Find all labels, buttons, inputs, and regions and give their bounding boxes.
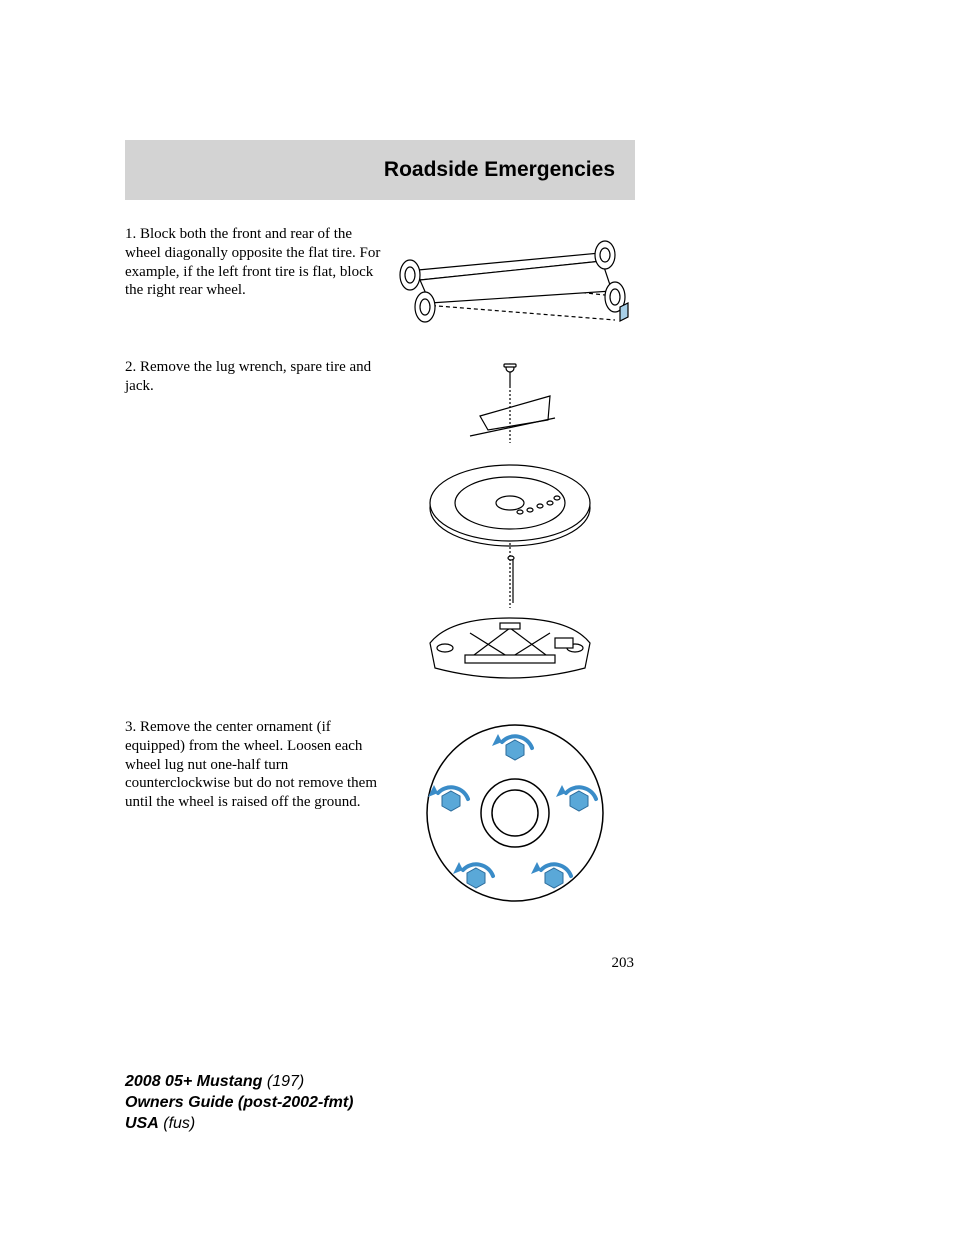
footer-code-2: (fus) [163, 1115, 195, 1132]
page-number: 203 [612, 955, 635, 972]
chassis-diagram [390, 225, 630, 335]
footer-block: 2008 05+ Mustang (197) Owners Guide (pos… [125, 1072, 353, 1134]
section-header-bar: Roadside Emergencies [125, 140, 635, 200]
footer-line-3: USA (fus) [125, 1114, 353, 1135]
footer-guide: Owners Guide (post-2002-fmt) [125, 1094, 353, 1111]
step-3-text: 3. Remove the center ornament (if equipp… [125, 718, 385, 812]
footer-region: USA [125, 1115, 159, 1132]
footer-line-2: Owners Guide (post-2002-fmt) [125, 1093, 353, 1114]
footer-code-1: (197) [267, 1073, 304, 1090]
footer-line-1: 2008 05+ Mustang (197) [125, 1072, 353, 1093]
step-2-text: 2. Remove the lug wrench, spare tire and… [125, 358, 385, 396]
step-1-text: 1. Block both the front and rear of the … [125, 225, 385, 300]
section-title: Roadside Emergencies [384, 158, 615, 182]
lug-nut-diagram [420, 718, 610, 908]
spare-tire-jack-diagram [410, 358, 610, 703]
footer-model: 2008 05+ Mustang [125, 1073, 262, 1090]
